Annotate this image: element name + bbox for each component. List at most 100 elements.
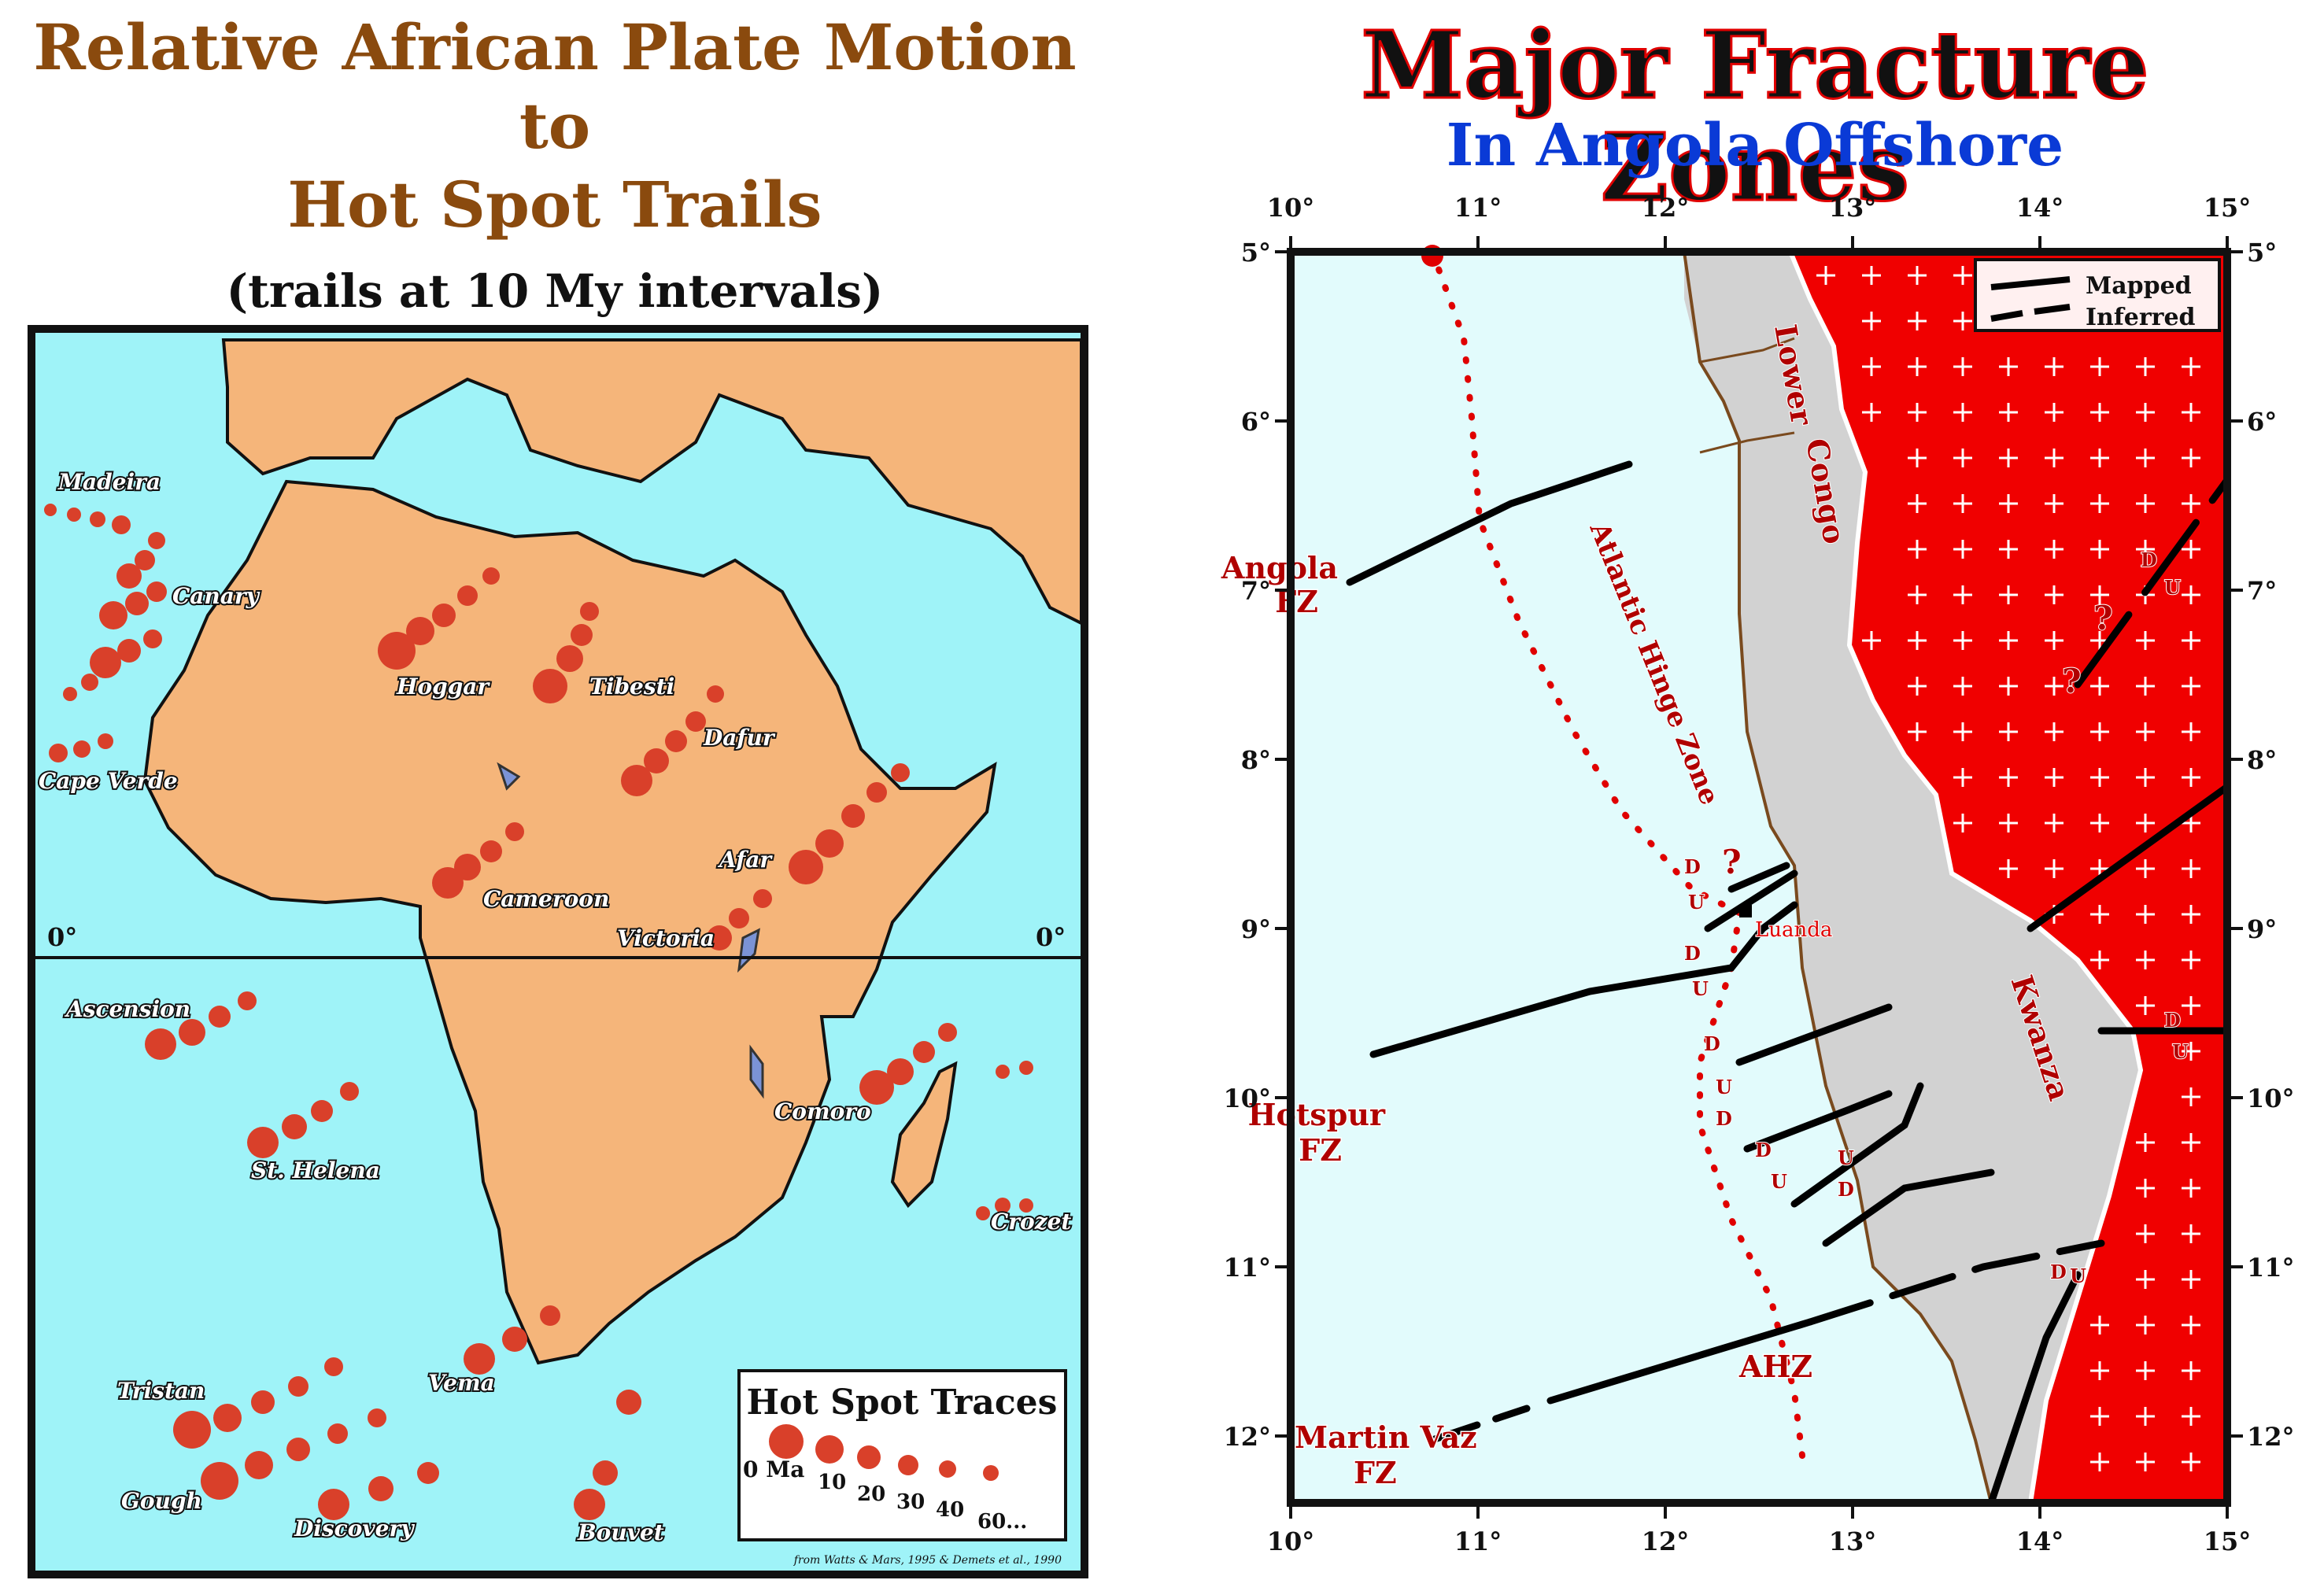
basement-cross [1953,768,1972,787]
mark-d-5: D [1755,1139,1772,1161]
label-canary: Canary [172,583,260,609]
basement-cross [2136,905,2155,924]
label-vema: Vema [428,1370,495,1396]
basement-cross [2090,1453,2109,1471]
basement-cross [2090,905,2109,924]
label-madeira: Madeira [57,469,161,495]
basement-cross [1999,722,2018,741]
basement-cross [1953,814,1972,832]
lat-label-right: 11° [2247,1253,2295,1283]
basement-cross [1953,266,1972,285]
basement-cross [1999,540,2018,559]
lat-label-left: 12° [1223,1422,1271,1452]
basement-cross [2090,1361,2109,1380]
right-map-title: Major Fracture Zones [1360,10,2150,222]
basement-cross [2182,1407,2200,1426]
basement-cross [2136,677,2155,696]
basement-cross [2045,357,2064,376]
lat-label-right: 6° [2247,407,2277,437]
basement-cross [2182,1087,2200,1106]
basement-cross [2045,403,2064,422]
hotspot-trails [44,504,1033,1520]
basement-cross [2045,814,2064,832]
basement-cross [2045,449,2064,467]
label-ascension: Ascension [64,996,190,1022]
basement-cross [2136,951,2155,969]
left-title-line-3: Hot Spot Trails [287,168,822,242]
basement-cross [1862,403,1881,422]
basement-cross [1999,357,2018,376]
basement-cross [2090,1316,2109,1335]
basement-cross [2090,494,2109,513]
lake-malawi [749,1044,764,1099]
legend-mapped: Mapped [2086,272,2192,300]
basement-cross [1953,722,1972,741]
mark-u-6: U [2070,1264,2086,1287]
basement-cross [2136,540,2155,559]
basement-cross [2182,1361,2200,1380]
basement-cross [2090,951,2109,969]
africa-hotspot-map: 0° 0° Madeira Canary Hoggar Tibesti Dafu… [28,325,1088,1578]
basement-cross [2182,403,2200,422]
basement-cross [2182,1042,2200,1061]
lon-label-bottom: 12° [1642,1526,1690,1556]
lat-label-left: 9° [1241,914,1271,944]
label-ahz: AHZ [1738,1349,1812,1384]
legend-age-40: 40 [936,1498,964,1522]
legend-age-60: 60... [977,1510,1027,1534]
label-gough: Gough [121,1488,202,1514]
basement-cross [1999,403,2018,422]
basement-boundary [1788,250,2144,1504]
lat-label-right: 9° [2247,914,2277,944]
left-title-line-2: to [519,89,591,163]
label-tristan: Tristan [117,1378,205,1404]
label-dafur: Dafur [703,725,776,751]
lon-label-top: 12° [1642,193,1690,223]
basement-cross [2090,585,2109,604]
label-luanda: Luanda [1755,918,1832,942]
basement-cross [2182,631,2200,650]
mark-u-7: U [2172,1040,2189,1063]
basement-cross [1816,266,1835,285]
basement-cross [2090,677,2109,696]
lake-chad [497,762,521,791]
basement-cross [2136,722,2155,741]
basement-cross [1862,312,1881,330]
basement-cross [1908,494,1927,513]
equator-label-left: 0° [47,922,77,952]
basement-cross [2136,1224,2155,1243]
lon-label-top: 15° [2204,193,2252,223]
basement-cross [2136,859,2155,878]
basement-cross [2045,540,2064,559]
basement-cross [1862,266,1881,285]
basement-cross [2182,859,2200,878]
basement-cross [2090,1407,2109,1426]
hotspot-legend: Hot Spot Traces 0 Ma 10 20 30 40 60... [737,1369,1067,1541]
left-title-line-1: Relative African Plate Motion [33,10,1077,84]
basement-cross [1999,631,2018,650]
basement-cross [1999,677,2018,696]
basement-cross [2136,494,2155,513]
mark-d-2: D [1684,942,1701,965]
longitude-axis: 10° 10° 11° 11° 12° 12° 13° 13° 14° 14° 15° 15° [1267,193,2252,1556]
lat-label-left: 5° [1241,238,1271,268]
basement-cross [1953,357,1972,376]
basement-cross [1908,403,1927,422]
legend-age-10: 10 [818,1471,846,1494]
basement-cross [2090,403,2109,422]
equator-label-right: 0° [1036,922,1066,952]
basement-cross [2136,1179,2155,1198]
basement-cross [1999,494,2018,513]
africa-landmass [142,479,997,1365]
basement-cross [2182,357,2200,376]
query-mark-1: ? [1722,843,1742,881]
basement-cross [2045,494,2064,513]
lat-label-right: 8° [2247,745,2277,775]
lat-label-right: 12° [2247,1422,2295,1452]
basement-cross [1908,266,1927,285]
basement-cross [2182,1453,2200,1471]
basement-cross [1908,312,1927,330]
mark-d-6: D [1838,1178,1854,1201]
basement-cross [2090,449,2109,467]
label-bouvet: Bouvet [577,1519,664,1545]
